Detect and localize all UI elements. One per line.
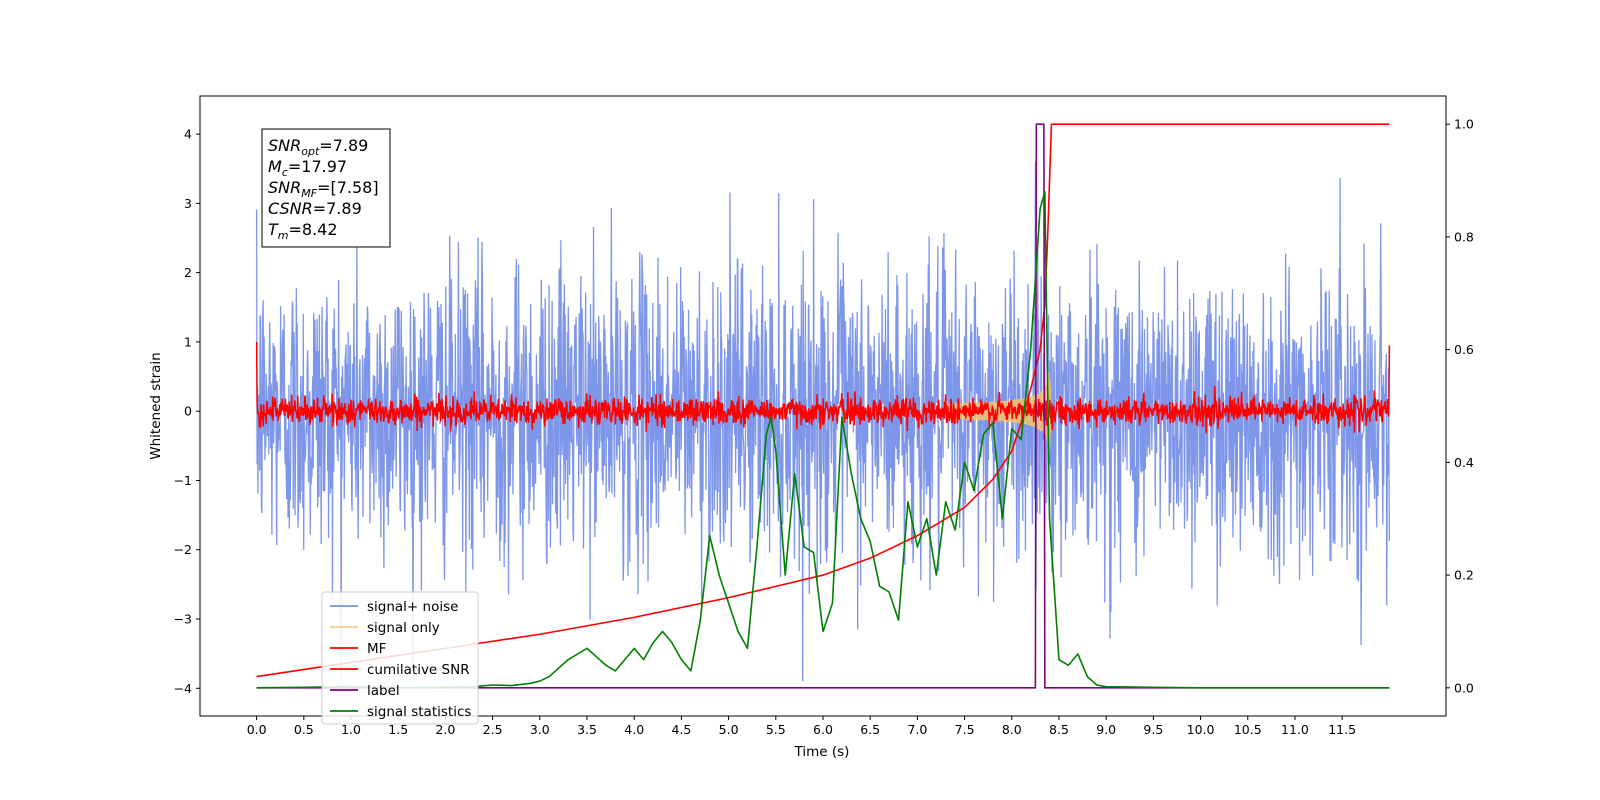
annotation-line: Mc=17.97 xyxy=(268,157,347,179)
y-axis-right: 0.0 0.2 0.4 0.6 0.8 1.0 xyxy=(1446,117,1474,695)
x-tick-label: 0.0 xyxy=(247,722,267,737)
legend-entry: signal only xyxy=(367,620,440,636)
x-tick-label: 10.5 xyxy=(1234,722,1262,737)
annotation-line: SNRMF=[7.58] xyxy=(268,178,379,200)
x-tick-label: 0.5 xyxy=(294,722,314,737)
y-tick-label: 0 xyxy=(184,404,192,419)
y-tick-label: 2 xyxy=(184,265,192,280)
x-tick-label: 8.5 xyxy=(1049,722,1069,737)
x-tick-label: 11.5 xyxy=(1328,722,1356,737)
y-tick-label: −1 xyxy=(174,473,192,488)
x-tick-label: 2.0 xyxy=(435,722,455,737)
x-tick-label: 5.0 xyxy=(719,722,739,737)
x-tick-label: 3.5 xyxy=(577,722,597,737)
legend: signal+ noise signal only MF cumilative SNR… xyxy=(321,591,479,725)
x-axis: 0.0 0.5 1.0 1.5 2.0 2.5 3.0 3.5 4.0 4.5 5.0 5.5 6.0 6… xyxy=(247,716,1356,737)
series-label-line xyxy=(256,123,1390,689)
x-tick-label: 8.0 xyxy=(1002,722,1022,737)
plot-area xyxy=(255,123,1391,689)
y-tick-label: −4 xyxy=(174,681,192,696)
y-tick-label: 3 xyxy=(184,196,192,211)
y-right-tick-label: 0.0 xyxy=(1454,680,1474,695)
series-signal-noise-line xyxy=(255,161,1391,682)
x-tick-label: 1.0 xyxy=(341,722,361,737)
y-right-tick-label: 0.8 xyxy=(1454,229,1474,244)
y-tick-label: −3 xyxy=(174,612,192,627)
x-tick-label: 6.5 xyxy=(860,722,880,737)
y-right-tick-label: 0.6 xyxy=(1454,342,1474,357)
annotation-line: Tm=8.42 xyxy=(268,220,338,242)
legend-entry: MF xyxy=(367,641,386,657)
annotation-frame xyxy=(261,128,391,248)
legend-entry: signal+ noise xyxy=(367,599,458,615)
y-tick-label: −2 xyxy=(174,542,192,557)
x-tick-label: 6.0 xyxy=(813,722,833,737)
y-axis-left: −4 −3 −2 −1 0 1 2 3 4 xyxy=(174,127,200,696)
annotation-line: SNRopt=7.89 xyxy=(268,136,368,158)
x-tick-label: 1.5 xyxy=(388,722,408,737)
legend-frame xyxy=(321,591,479,725)
series-signal-only-line xyxy=(944,371,1053,451)
legend-entry: cumilative SNR xyxy=(367,662,470,678)
x-tick-label: 4.0 xyxy=(624,722,644,737)
x-tick-label: 2.5 xyxy=(483,722,503,737)
x-tick-label: 4.5 xyxy=(671,722,691,737)
series-mf-line xyxy=(255,341,1391,434)
y-right-tick-label: 0.4 xyxy=(1454,455,1474,470)
x-tick-label: 3.0 xyxy=(530,722,550,737)
y-axis-label: Whitened strain xyxy=(148,352,164,459)
y-right-tick-label: 1.0 xyxy=(1454,117,1474,132)
annotation-box: SNRopt=7.89Mc=17.97SNRMF=[7.58]CSNR=7.89… xyxy=(261,128,391,248)
x-axis-label: Time (s) xyxy=(794,744,850,760)
x-tick-label: 10.0 xyxy=(1187,722,1215,737)
series-signal-statistics-line xyxy=(256,191,1390,689)
y-right-tick-label: 0.2 xyxy=(1454,568,1474,583)
y-tick-label: 4 xyxy=(184,127,192,142)
x-tick-label: 9.5 xyxy=(1143,722,1163,737)
y-tick-label: 1 xyxy=(184,334,192,349)
x-tick-label: 11.0 xyxy=(1281,722,1309,737)
legend-entry: label xyxy=(367,683,400,699)
x-tick-label: 9.0 xyxy=(1096,722,1116,737)
x-tick-label: 7.5 xyxy=(955,722,975,737)
legend-entry: signal statistics xyxy=(367,704,471,720)
x-tick-label: 5.5 xyxy=(766,722,786,737)
annotation-line: CSNR=7.89 xyxy=(268,199,362,218)
x-tick-label: 7.0 xyxy=(907,722,927,737)
